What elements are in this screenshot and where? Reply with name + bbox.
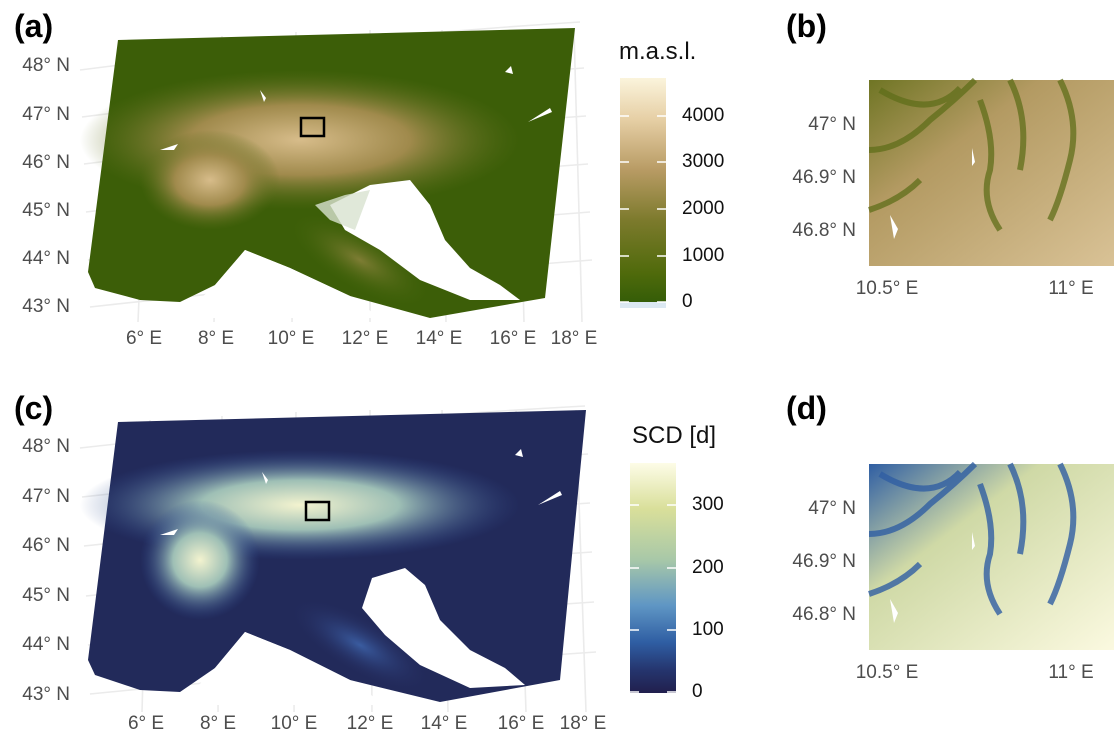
- panel-a-lon-label: 16° E: [489, 328, 537, 349]
- panel-c-scd-map: [80, 410, 586, 705]
- panel-c-lat-label: 46° N: [22, 535, 70, 556]
- panel-a-zoom-box: [299, 116, 326, 138]
- panel-a-lat-label: 48° N: [22, 55, 70, 76]
- panel-a-lon-label: 12° E: [341, 328, 389, 349]
- elevation-legend-title: m.a.s.l.: [619, 38, 697, 65]
- scd-legend-tick: 300: [692, 494, 724, 515]
- panel-a-lat-label: 43° N: [22, 296, 70, 317]
- elevation-legend-tick: 3000: [682, 151, 725, 172]
- panel-b-lat-label: 46.8° N: [792, 220, 856, 241]
- scd-colorbar-ticks: [630, 504, 676, 693]
- panel-d-lon-label: 11° E: [1048, 662, 1094, 683]
- panel-a-label: (a): [14, 8, 54, 44]
- panel-c-label: (c): [14, 390, 54, 426]
- panel-a-elevation-map: [80, 28, 575, 318]
- elevation-legend-tick: 4000: [682, 105, 725, 126]
- panel-c-lat-label: 44° N: [22, 634, 70, 655]
- panel-c-lon-label: 12° E: [346, 713, 394, 734]
- scd-legend-title: SCD [d]: [632, 422, 717, 449]
- panel-a-lat-label: 46° N: [22, 152, 70, 173]
- panel-c-lat-label: 48° N: [22, 436, 70, 457]
- elevation-legend-tick: 1000: [682, 245, 725, 266]
- elevation-colorbar-ticks: [620, 115, 666, 303]
- panel-b-lon-label: 10.5° E: [855, 278, 919, 299]
- panel-c-lon-label: 6° E: [127, 713, 165, 734]
- panel-d-lat-label: 46.8° N: [792, 604, 856, 625]
- panel-d-lat-label: 47° N: [808, 498, 856, 519]
- panel-d-lat-label: 46.9° N: [792, 551, 856, 572]
- panel-d-lon-label: 10.5° E: [855, 662, 919, 683]
- panel-d-label: (d): [786, 390, 827, 426]
- panel-c-lon-label: 14° E: [420, 713, 468, 734]
- elevation-legend-tick: 2000: [682, 198, 725, 219]
- elevation-legend-tick: 0: [682, 291, 693, 312]
- panel-a-lat-label: 45° N: [22, 200, 70, 221]
- panel-c-lat-label: 45° N: [22, 585, 70, 606]
- panel-a-lat-label: 47° N: [22, 104, 70, 125]
- scd-legend-tick: 0: [692, 681, 703, 702]
- panel-a-lon-label: 10° E: [267, 328, 315, 349]
- scd-legend-tick: 100: [692, 619, 724, 640]
- scd-legend-tick: 200: [692, 557, 724, 578]
- panel-c-lon-label: 10° E: [270, 713, 318, 734]
- panel-c-lon-label: 18° E: [559, 713, 607, 734]
- panel-d-zoom-map: [868, 461, 1114, 650]
- panel-c-lon-label: 8° E: [199, 713, 237, 734]
- panel-c-lat-label: 47° N: [22, 486, 70, 507]
- scd-colorbar: [630, 463, 676, 693]
- panel-a-lat-label: 44° N: [22, 248, 70, 269]
- panel-b-label: (b): [786, 8, 827, 44]
- panel-c-zoom-box: [304, 500, 331, 522]
- panel-a-lon-label: 18° E: [550, 328, 598, 349]
- elevation-colorbar: [620, 78, 666, 308]
- elevation-colorbar-below-zero: [620, 302, 666, 308]
- panel-a-lon-label: 6° E: [125, 328, 163, 349]
- panel-b-zoom-map: [868, 77, 1114, 266]
- panel-a-lon-label: 8° E: [197, 328, 235, 349]
- panel-c-lon-label: 16° E: [497, 713, 545, 734]
- panel-a-lon-label: 14° E: [415, 328, 463, 349]
- panel-b-lat-label: 46.9° N: [792, 167, 856, 188]
- panel-c-lat-label: 43° N: [22, 684, 70, 705]
- panel-b-lat-label: 47° N: [808, 114, 856, 135]
- panel-b-lon-label: 11° E: [1048, 278, 1094, 299]
